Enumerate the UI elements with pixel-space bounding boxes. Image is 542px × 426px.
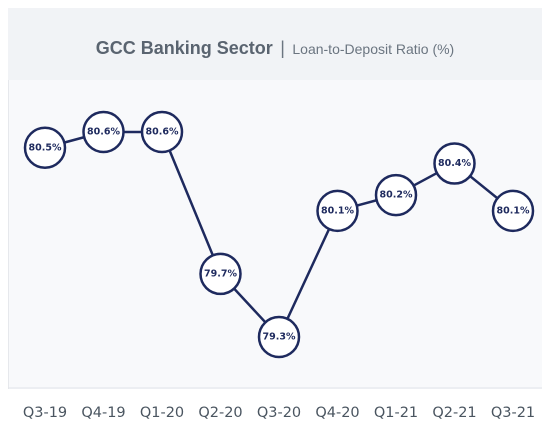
data-point: 80.6%	[82, 110, 125, 154]
data-point: 80.4%	[433, 142, 476, 185]
data-point: 80.2%	[374, 173, 418, 217]
data-point: 80.6%	[140, 110, 184, 154]
data-point-marker	[374, 173, 418, 217]
data-label: 79.3%	[263, 332, 296, 343]
data-label: 80.6%	[87, 127, 120, 138]
x-tick-label: Q3-19	[23, 405, 67, 421]
data-point: 80.1%	[316, 189, 359, 233]
chart-title-bar: GCC Banking Sector | Loan-to-Deposit Rat…	[8, 8, 542, 80]
data-point-marker	[82, 110, 125, 154]
data-point-marker	[316, 189, 359, 233]
data-point-marker	[199, 252, 242, 296]
x-tick-label: Q3-20	[257, 405, 301, 421]
data-point: 79.3%	[257, 315, 301, 359]
chart-title-main: GCC Banking Sector	[95, 38, 273, 58]
data-label: 80.4%	[438, 158, 471, 169]
data-point-marker	[433, 142, 476, 185]
chart-title-separator: |	[280, 38, 285, 58]
x-tick-label: Q2-20	[198, 405, 242, 421]
chart-title: GCC Banking Sector | Loan-to-Deposit Rat…	[8, 38, 542, 59]
data-label: 80.1%	[497, 205, 530, 216]
data-point: 80.1%	[491, 189, 535, 233]
x-tick-label: Q3-21	[491, 405, 535, 421]
data-point-marker	[140, 110, 184, 154]
data-label: 80.2%	[380, 190, 413, 201]
x-tick-label: Q4-19	[81, 405, 125, 421]
chart-subtitle: Loan-to-Deposit Ratio (%)	[292, 41, 455, 57]
x-tick-label: Q2-21	[432, 405, 476, 421]
data-point: 80.5%	[23, 126, 67, 170]
data-point-marker	[257, 315, 301, 359]
data-label: 79.7%	[204, 268, 237, 279]
x-tick-label: Q1-20	[140, 405, 184, 421]
x-tick-label: Q1-21	[374, 405, 418, 421]
data-point-marker	[23, 126, 67, 170]
data-label: 80.6%	[146, 127, 179, 138]
data-point-marker	[491, 189, 535, 233]
data-label: 80.1%	[321, 205, 354, 216]
data-point: 79.7%	[199, 252, 242, 296]
data-label: 80.5%	[29, 142, 62, 153]
x-tick-label: Q4-20	[315, 405, 359, 421]
